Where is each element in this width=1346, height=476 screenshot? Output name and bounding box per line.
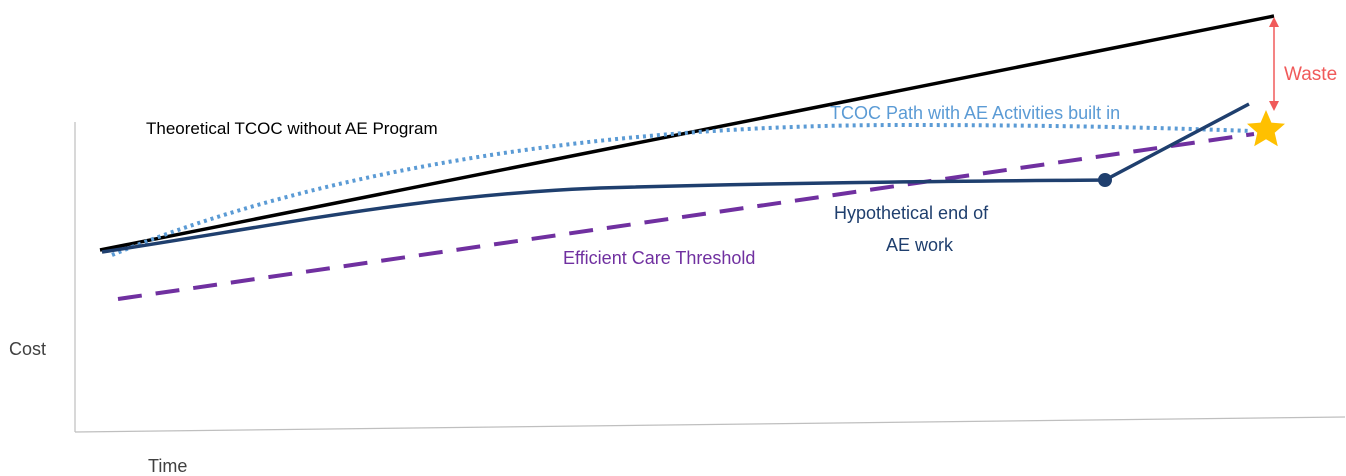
y-axis-label: Cost (9, 339, 47, 359)
tcoc-path-with-ae-line (111, 122, 1251, 257)
x-axis-label: Time (148, 456, 188, 476)
hypothetical-end-label-line1: Hypothetical end of (834, 203, 989, 223)
tcoc-path-label: TCOC Path with AE Activities built in (830, 103, 1121, 123)
x-axis (74, 416, 1346, 433)
waste-label: Waste (1284, 64, 1338, 85)
theoretical-tcoc-label: Theoretical TCOC without AE Program (146, 119, 438, 138)
actual-cost-path-line (101, 102, 1250, 254)
dot-marker (1098, 173, 1112, 187)
efficient-care-threshold-line (117, 132, 1255, 301)
efficient-care-threshold-label: Efficient Care Threshold (563, 248, 756, 268)
hypothetical-end-label-line2: AE work (886, 235, 954, 255)
star-icon (1247, 110, 1285, 147)
